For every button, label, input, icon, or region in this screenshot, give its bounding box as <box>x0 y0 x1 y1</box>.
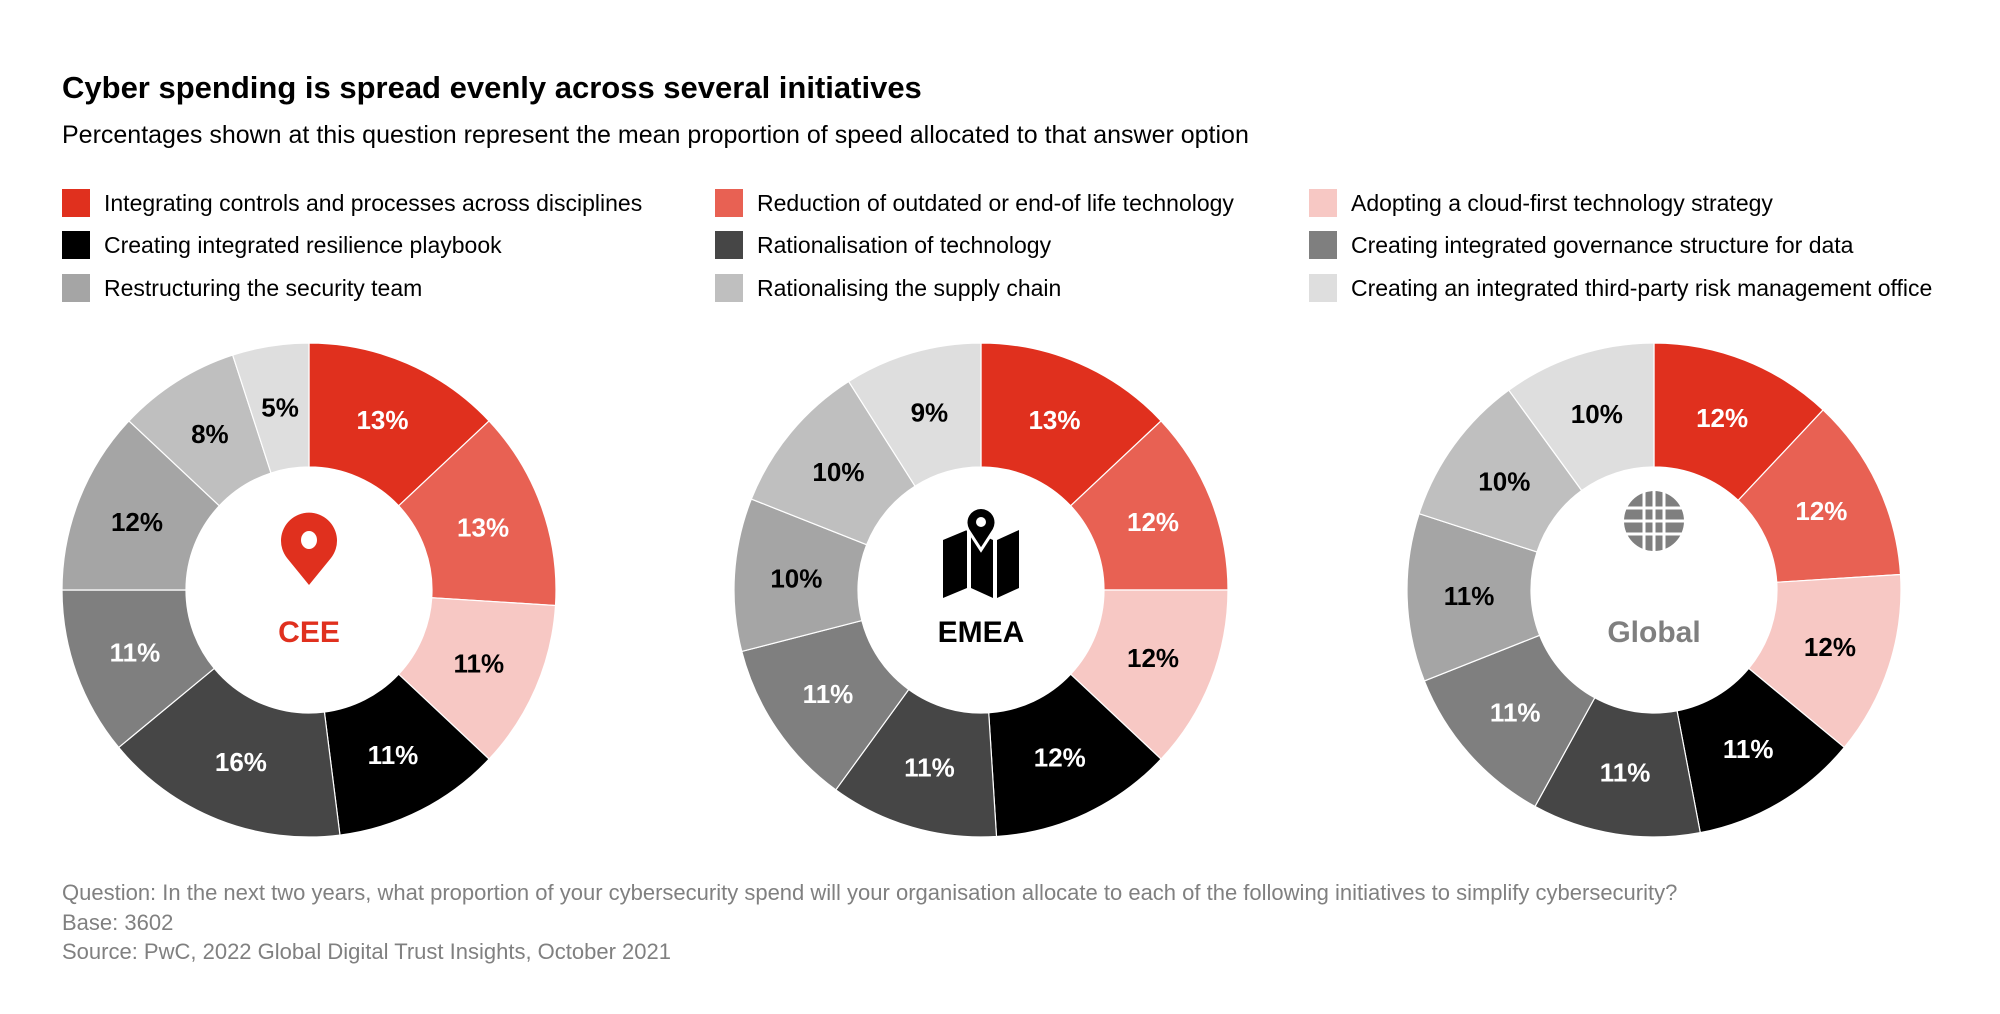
data-label: 13% <box>1028 405 1080 435</box>
data-label: 11% <box>1444 581 1495 611</box>
region-label: Global <box>1607 616 1700 649</box>
data-label: 12% <box>1034 742 1086 772</box>
data-label: 11% <box>453 648 504 678</box>
data-label: 16% <box>215 747 267 777</box>
legend-swatch <box>62 274 90 302</box>
data-label: 11% <box>1490 697 1541 727</box>
data-label: 12% <box>1127 507 1179 537</box>
donut-slice <box>1507 342 1655 492</box>
legend-item: Creating integrated resilience playbook <box>62 231 502 259</box>
data-label: 13% <box>457 512 509 542</box>
legend-item: Restructuring the security team <box>62 274 422 302</box>
legend-label: Reduction of outdated or end-of life tec… <box>757 189 1234 216</box>
region-label: CEE <box>278 616 340 649</box>
legend-swatch <box>1309 274 1337 302</box>
data-label: 9% <box>911 397 949 427</box>
data-label: 11% <box>1600 758 1651 788</box>
legend-item: Creating an integrated third-party risk … <box>1309 274 1932 302</box>
map-pin-icon <box>281 512 338 585</box>
legend-swatch <box>1309 189 1337 217</box>
footnote-source: Source: PwC, 2022 Global Digital Trust I… <box>62 939 671 964</box>
legend-label: Creating an integrated third-party risk … <box>1351 274 1933 301</box>
legend-label: Creating integrated resilience playbook <box>104 231 502 258</box>
donut-slice <box>397 420 557 607</box>
data-label: 8% <box>191 419 229 449</box>
donut-slice <box>117 667 341 838</box>
legend-label: Restructuring the security team <box>104 274 423 301</box>
legend-item: Integrating controls and processes acros… <box>62 189 642 217</box>
donut-slice <box>980 342 1162 507</box>
legend-swatch <box>62 189 90 217</box>
legend-swatch <box>715 189 743 217</box>
data-label: 10% <box>770 563 822 593</box>
data-label: 12% <box>1804 632 1856 662</box>
data-label: 12% <box>1127 643 1179 673</box>
data-label: 5% <box>261 392 299 422</box>
map-icon <box>943 506 1019 598</box>
data-label: 11% <box>904 753 955 783</box>
legend-swatch <box>715 231 743 259</box>
chart-subtitle: Percentages shown at this question repre… <box>62 121 1249 149</box>
legend-item: Rationalisation of technology <box>715 231 1051 259</box>
footnote-base: Base: 3602 <box>62 910 174 935</box>
data-label: 12% <box>111 507 163 537</box>
data-label: 12% <box>1795 496 1847 526</box>
data-label: 11% <box>368 740 419 770</box>
legend-item: Reduction of outdated or end-of life tec… <box>715 189 1234 217</box>
donut-slice <box>308 342 490 507</box>
donut-slice <box>231 342 310 474</box>
legend-label: Rationalisation of technology <box>757 231 1052 258</box>
data-label: 11% <box>803 679 854 709</box>
legend-item: Creating integrated governance structure… <box>1309 231 1853 259</box>
legend-swatch <box>62 231 90 259</box>
data-label: 12% <box>1696 403 1748 433</box>
legend-swatch <box>715 274 743 302</box>
donut-slice <box>847 342 982 487</box>
data-label: 10% <box>1571 399 1623 429</box>
data-label: 11% <box>110 638 161 668</box>
legend-item: Adopting a cloud-first technology strate… <box>1309 189 1773 217</box>
legend-label: Rationalising the supply chain <box>757 274 1062 301</box>
footnote-question: Question: In the next two years, what pr… <box>62 880 1678 905</box>
legend-label: Creating integrated governance structure… <box>1351 231 1854 258</box>
chart-title: Cyber spending is spread evenly across s… <box>62 70 922 105</box>
region-label: EMEA <box>938 616 1025 649</box>
donut-emea: 13% 12% 12% 12% 11% 11% 10% 10% 9% EMEA <box>733 342 1229 838</box>
data-label: 10% <box>812 457 864 487</box>
data-label: 11% <box>1723 734 1774 764</box>
donut-cee: 13% 13% 11% 11% 16% 11% 12% 8% 5% CEE <box>61 342 557 838</box>
globe-icon <box>1624 491 1684 551</box>
data-label: 10% <box>1478 466 1530 496</box>
data-label: 13% <box>356 405 408 435</box>
legend-item: Rationalising the supply chain <box>715 274 1061 302</box>
legend-swatch <box>1309 231 1337 259</box>
legend-label: Integrating controls and processes acros… <box>104 189 643 216</box>
legend-label: Adopting a cloud-first technology strate… <box>1351 189 1773 216</box>
donut-global: 12% 12% 12% 11% 11% 11% 11% 10% 10% Global <box>1406 342 1902 838</box>
